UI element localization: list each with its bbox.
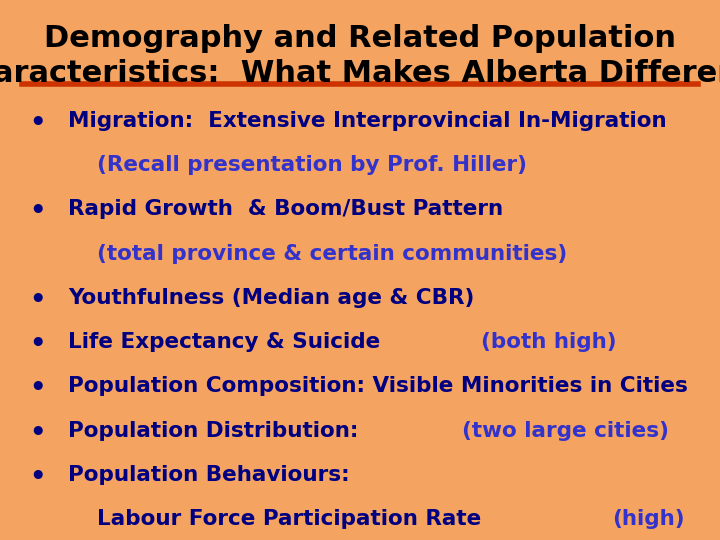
Text: Population Composition: Visible Minorities in Cities: Population Composition: Visible Minoriti… (68, 376, 696, 396)
Text: •: • (29, 465, 45, 491)
Text: •: • (29, 199, 45, 225)
Text: (high): (high) (613, 509, 685, 529)
Text: (Recall presentation by Prof. Hiller): (Recall presentation by Prof. Hiller) (97, 155, 527, 175)
Text: •: • (29, 332, 45, 358)
Text: Migration:  Extensive Interprovincial In-Migration: Migration: Extensive Interprovincial In-… (68, 111, 667, 131)
Text: •: • (29, 288, 45, 314)
Text: Demography and Related Population
Characteristics:  What Makes Alberta Different: Demography and Related Population Charac… (0, 24, 720, 88)
Text: •: • (29, 376, 45, 402)
Text: Life Expectancy & Suicide: Life Expectancy & Suicide (68, 332, 388, 352)
Text: (total province & certain communities): (total province & certain communities) (97, 244, 567, 264)
Text: •: • (29, 421, 45, 447)
Text: (both high): (both high) (481, 332, 616, 352)
Text: Youthfulness (Median age & CBR): Youthfulness (Median age & CBR) (68, 288, 474, 308)
Text: Labour Force Participation Rate: Labour Force Participation Rate (97, 509, 497, 529)
Text: Population Distribution:: Population Distribution: (68, 421, 374, 441)
Text: Rapid Growth  & Boom/Bust Pattern: Rapid Growth & Boom/Bust Pattern (68, 199, 503, 219)
Text: •: • (29, 111, 45, 137)
Text: Population Behaviours:: Population Behaviours: (68, 465, 350, 485)
Text: (two large cities): (two large cities) (462, 421, 670, 441)
